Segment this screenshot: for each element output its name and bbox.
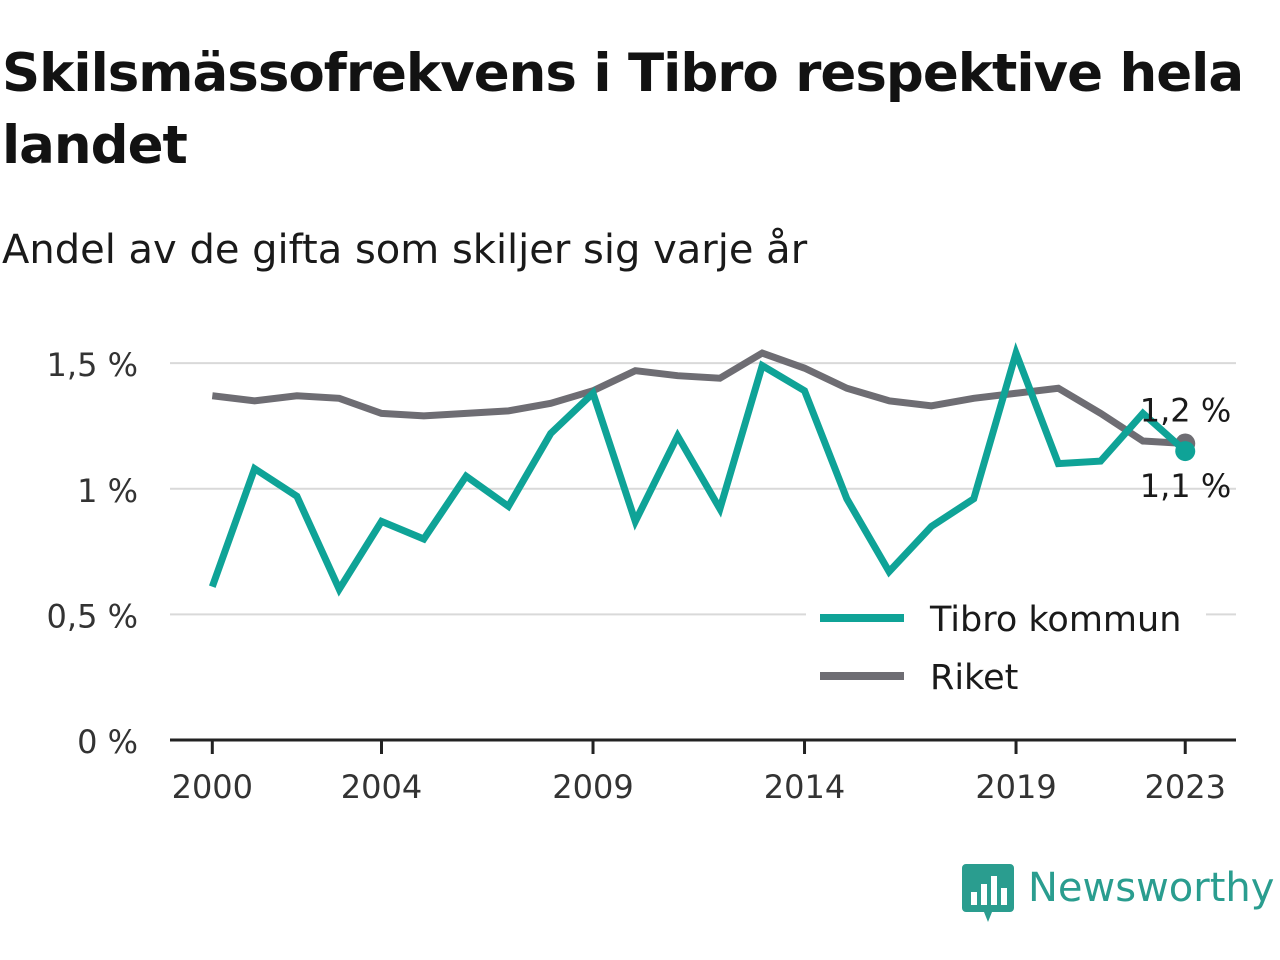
- series-line-tibro-kommun: [209, 342, 1188, 597]
- x-tick-label: 2019: [975, 768, 1056, 806]
- legend: Tibro kommun Riket: [806, 590, 1206, 702]
- legend-label: Tibro kommun: [929, 600, 1181, 640]
- x-tick-label: 2004: [341, 768, 422, 806]
- series-line-riket: [211, 349, 1186, 448]
- y-tick-label: 1,5 %: [47, 346, 138, 384]
- end-label-tibro: 1,1 %: [1140, 467, 1231, 505]
- newsworthy-logo-icon: [962, 864, 1014, 922]
- newsworthy-logo: Newsworthy: [962, 862, 1274, 926]
- x-tick-label: 2009: [552, 768, 633, 806]
- x-tick-label: 2023: [1145, 768, 1226, 806]
- end-labels: 1,2 % 1,1 %: [1140, 392, 1231, 506]
- brand-name: Newsworthy: [1028, 865, 1275, 911]
- y-tick-label: 0 %: [77, 723, 138, 761]
- x-tick-label: 2000: [172, 768, 253, 806]
- end-point-tibro-kommun: [1175, 441, 1196, 462]
- x-tick-label: 2014: [764, 768, 845, 806]
- chart-title: Skilsmässofrekvens i Tibro respektive he…: [2, 43, 1244, 176]
- x-axis: 2000 2004 2009 2014 2019 2023: [170, 738, 1236, 806]
- y-tick-label: 1 %: [77, 472, 138, 510]
- legend-label: Riket: [930, 658, 1018, 698]
- legend-background: [806, 590, 1206, 702]
- y-tick-label: 0,5 %: [47, 597, 138, 635]
- end-label-riket: 1,2 %: [1140, 392, 1231, 430]
- y-axis: 0 % 0,5 % 1 % 1,5 %: [47, 346, 138, 761]
- chart-subtitle: Andel av de gifta som skiljer sig varje …: [2, 227, 808, 273]
- series-lines: [209, 342, 1196, 597]
